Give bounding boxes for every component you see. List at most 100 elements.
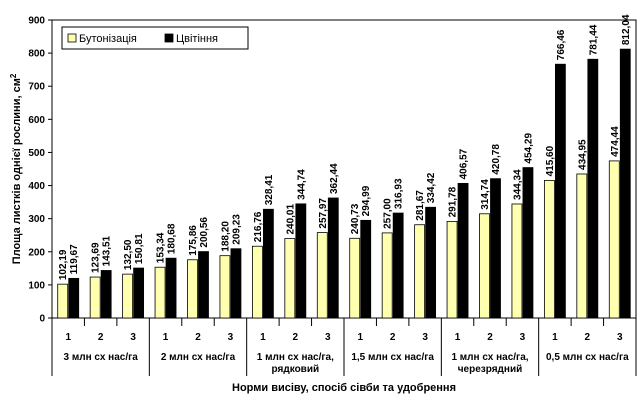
data-label: 434,95 (577, 139, 588, 170)
y-tick-label: 800 (28, 49, 45, 60)
data-label: 420,78 (491, 144, 502, 175)
data-label: 102,19 (58, 249, 69, 280)
bar-flowering (68, 277, 80, 319)
x-subcategory-label: 3 (520, 332, 526, 343)
data-label: 328,41 (264, 174, 275, 205)
data-label: 240,73 (350, 203, 361, 234)
bar-flowering (133, 267, 145, 319)
data-label: 781,44 (588, 24, 599, 55)
bar-flowering (425, 206, 437, 319)
x-group-label: 1 млн сх нас/га, (257, 352, 334, 363)
bar-budding (219, 255, 231, 319)
y-tick-label: 100 (28, 280, 45, 291)
bar-budding (89, 276, 101, 319)
data-label: 188,20 (220, 221, 231, 252)
x-group-label: 3 млн сх нас/га (63, 352, 138, 363)
bar-flowering (198, 251, 209, 319)
y-tick-label: 700 (28, 82, 45, 93)
bar-budding (154, 266, 166, 319)
legend-swatch-flowering (164, 33, 174, 43)
y-tick-label: 0 (39, 314, 45, 325)
data-label: 143,51 (102, 235, 113, 266)
x-group-label: 1,5 млн сх нас/га (351, 352, 434, 363)
data-label: 454,29 (523, 133, 534, 164)
bars-layer (57, 48, 631, 319)
data-label: 314,74 (480, 179, 491, 210)
data-label: 812,04 (621, 14, 632, 45)
data-label: 344,34 (512, 169, 523, 200)
data-label: 344,74 (296, 169, 307, 200)
x-group-label: 0,5 млн сх нас/га (546, 352, 629, 363)
data-label: 362,44 (329, 163, 340, 194)
data-label: 281,67 (415, 190, 426, 221)
data-label: 474,44 (610, 126, 621, 157)
bar-budding (251, 245, 263, 319)
bar-budding (122, 273, 134, 319)
legend-label-flowering: Цвітіння (176, 33, 218, 45)
legend: Бутонізація Цвітіння (61, 26, 249, 50)
data-label: 175,86 (188, 225, 199, 256)
bar-budding (479, 213, 490, 319)
x-subcategory-label: 3 (325, 332, 331, 343)
y-tick-label: 400 (28, 181, 45, 192)
data-label: 257,00 (383, 198, 394, 229)
data-label: 334,42 (426, 172, 437, 203)
x-subcategory-label: 2 (195, 332, 201, 343)
x-subcategory-label: 2 (390, 332, 396, 343)
y-axis-title-sup: 2 (9, 73, 18, 78)
x-subcategory-label: 1 (455, 332, 461, 343)
data-label: 257,97 (318, 198, 329, 229)
bar-flowering (522, 167, 534, 319)
bar-budding (284, 238, 296, 319)
bar-flowering (262, 208, 274, 319)
x-axis: 1 2 3 3 млн сх нас/га 1 2 3 2 млн сх нас/га 1 2 3 1… (51, 318, 637, 376)
x-group-label: рядковий (272, 364, 320, 375)
bar-flowering (327, 197, 339, 319)
bar-flowering (490, 178, 501, 319)
y-tick-label: 500 (28, 148, 45, 159)
plot-area (51, 19, 637, 319)
x-subcategory-label: 3 (422, 332, 428, 343)
data-labels-layer: 102,19 119,67 123,69 143,51 132,50 150,81 153,… (58, 14, 632, 280)
data-label: 406,57 (459, 148, 470, 179)
bar-flowering (457, 182, 469, 319)
data-label: 119,67 (69, 244, 80, 274)
x-subcategory-label: 1 (260, 332, 266, 343)
x-subcategory-label: 2 (487, 332, 493, 343)
x-group-label: черезрядний (458, 364, 523, 375)
bar-flowering (587, 58, 599, 319)
x-subcategory-label: 3 (130, 332, 136, 343)
y-tick-label: 300 (28, 214, 45, 225)
bar-flowering (619, 48, 631, 319)
y-tick-label: 200 (28, 247, 45, 258)
x-axis-title: Норми висіву, спосіб сівби та удобрення (232, 382, 456, 394)
bar-budding (57, 283, 69, 319)
bar-budding (381, 232, 393, 319)
bar-flowering (165, 257, 177, 319)
x-subcategory-label: 1 (357, 332, 363, 343)
x-subcategory-label: 1 (552, 332, 558, 343)
legend-label-budding: Бутонізація (79, 33, 137, 45)
data-label: 180,68 (167, 223, 178, 254)
data-label: 123,69 (91, 242, 102, 273)
x-subcategory-label: 3 (617, 332, 623, 343)
data-label: 291,78 (448, 186, 459, 217)
x-subcategory-label: 2 (98, 332, 104, 343)
x-group-label: 2 млн сх нас/га (161, 352, 236, 363)
x-subcategory-label: 2 (585, 332, 591, 343)
data-label: 132,50 (123, 239, 134, 270)
y-tick-label: 900 (28, 16, 45, 27)
bar-budding (543, 179, 555, 319)
data-label: 415,60 (545, 145, 556, 176)
bar-flowering (295, 203, 307, 319)
data-label: 209,23 (231, 214, 242, 245)
data-label: 150,81 (134, 233, 145, 264)
y-axis-title-main: Площа листків однієї рослини, см (11, 78, 23, 264)
bar-flowering (230, 248, 242, 319)
bar-budding (608, 160, 620, 319)
bar-flowering (360, 219, 372, 319)
bar-budding (316, 232, 328, 319)
bar-flowering (392, 212, 404, 319)
bar-flowering (100, 270, 112, 319)
